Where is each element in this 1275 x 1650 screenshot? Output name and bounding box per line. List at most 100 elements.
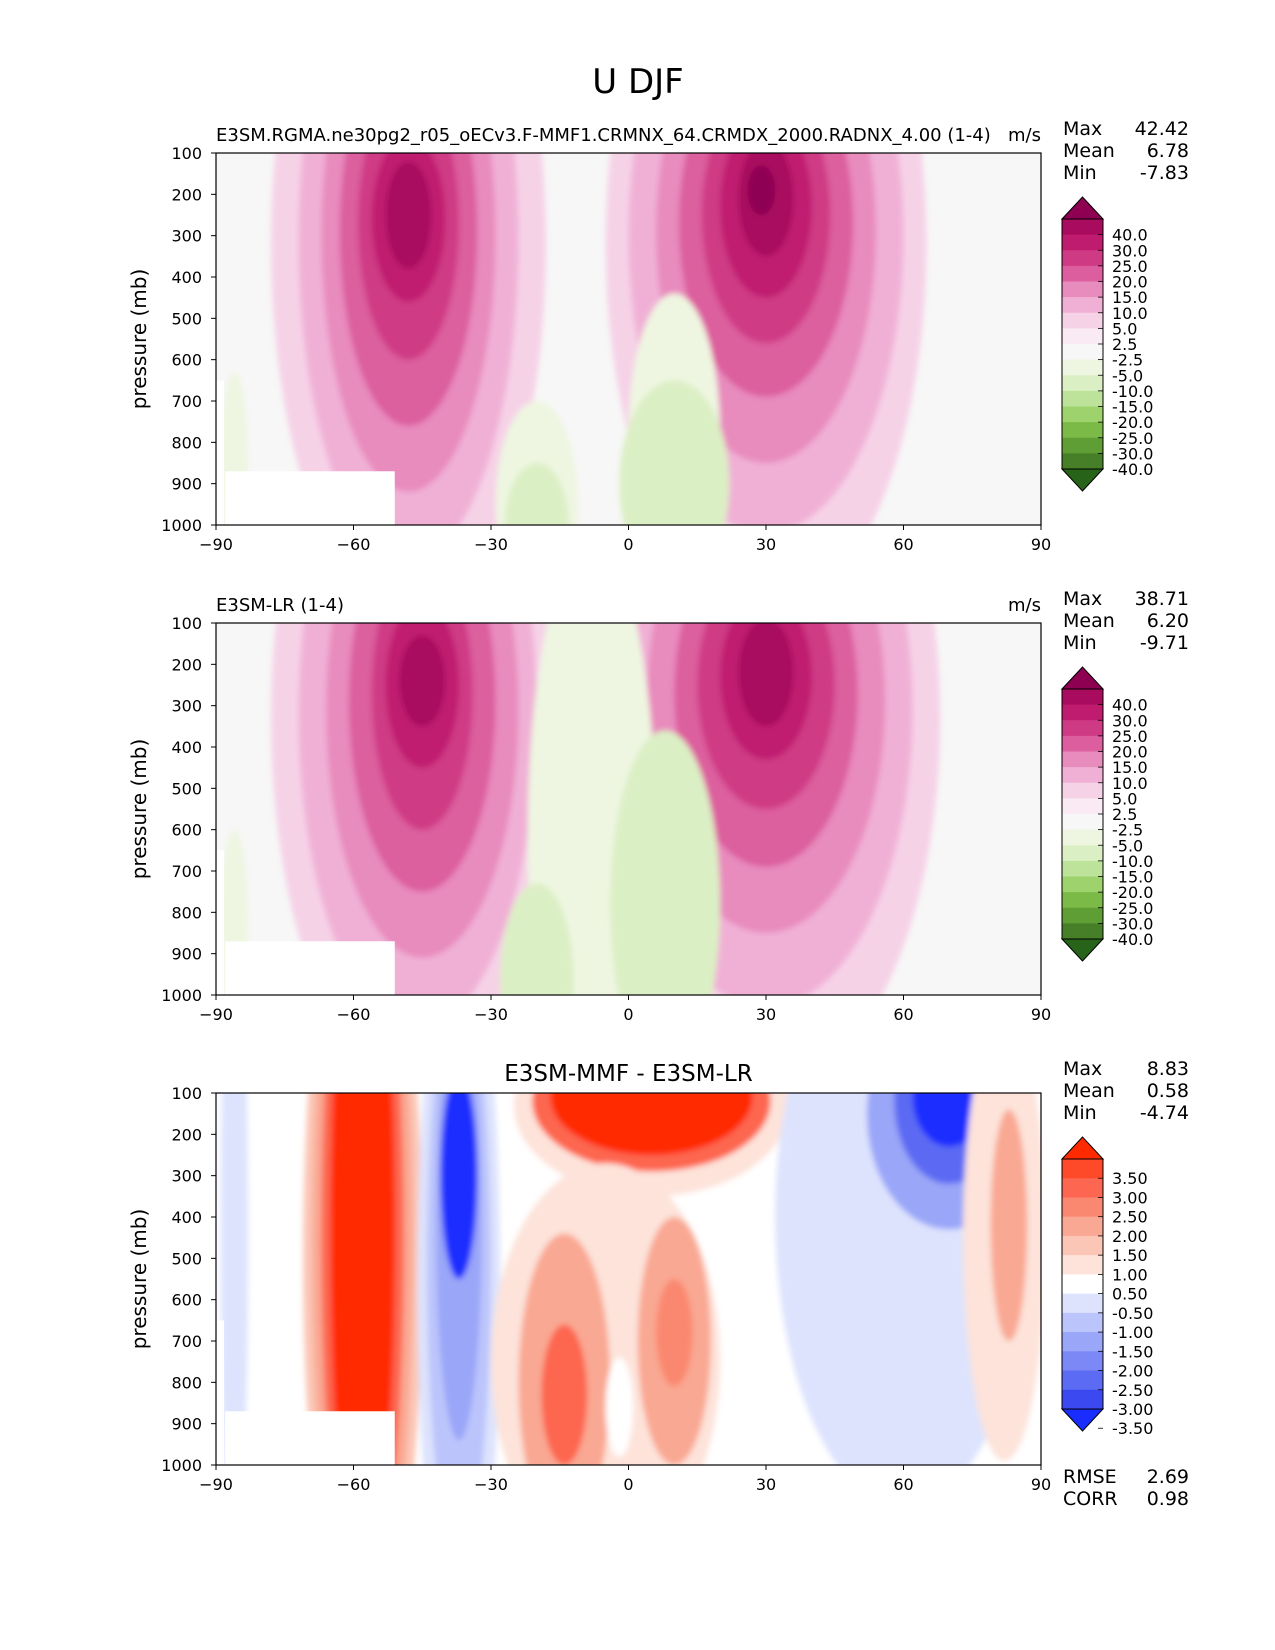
colorbar-segment	[1062, 328, 1103, 345]
x-tick-label: 30	[756, 1005, 776, 1024]
x-tick-label: 0	[623, 535, 633, 554]
y-axis-label: pressure (mb)	[127, 1209, 151, 1350]
contour-region	[440, 1093, 478, 1279]
colorbar-tick-label: 40.0	[1112, 226, 1148, 245]
colorbar-tick-label: -40.0	[1112, 460, 1153, 479]
y-tick-label: 700	[171, 1332, 202, 1351]
colorbar-tick-label: 30.0	[1112, 711, 1148, 730]
colorbar-tick-label: 3.00	[1112, 1188, 1148, 1207]
colorbar-tick-label: 3.50	[1112, 1169, 1148, 1188]
stat-value: -4.74	[1140, 1102, 1189, 1124]
y-tick-label: 600	[171, 1291, 202, 1310]
colorbar-tick-label: 20.0	[1112, 743, 1148, 762]
colorbar-tick-label: -25.0	[1112, 899, 1153, 918]
colorbar-segment	[1062, 1197, 1103, 1218]
x-tick-label: −60	[337, 1005, 371, 1024]
y-tick-label: 600	[171, 351, 202, 370]
colorbar-tick-label: -10.0	[1112, 852, 1153, 871]
colorbar-tick-label: 5.0	[1112, 789, 1137, 808]
panel-title: E3SM-MMF - E3SM-LR	[504, 1061, 752, 1087]
colorbar-segment	[1062, 359, 1103, 376]
contour-region	[385, 161, 432, 269]
y-tick-label: 400	[171, 738, 202, 757]
y-tick-label: 100	[171, 1084, 202, 1103]
y-tick-label: 100	[171, 614, 202, 633]
colorbar-tick-label: 10.0	[1112, 774, 1148, 793]
colorbar-segment	[1062, 1389, 1103, 1410]
stat-value: 0.98	[1147, 1488, 1189, 1510]
colorbar-tick-label: -0.50	[1112, 1304, 1153, 1323]
colorbar-segment	[1062, 720, 1103, 737]
topography-mask	[225, 1411, 395, 1465]
colorbar-segment	[1062, 814, 1103, 831]
colorbar-tick-label: -10.0	[1112, 382, 1153, 401]
colorbar-segment	[1062, 751, 1103, 768]
colorbar-segment	[1062, 1178, 1103, 1198]
colorbar-extend-min	[1060, 468, 1105, 492]
y-tick-label: 900	[171, 475, 202, 494]
colorbar-segment	[1062, 390, 1103, 407]
colorbar-tick-label: -20.0	[1112, 413, 1153, 432]
x-tick-label: 60	[893, 1005, 913, 1024]
contour-field	[220, 153, 927, 525]
contour-region	[541, 1324, 588, 1465]
colorbar-tick-label: 40.0	[1112, 696, 1148, 715]
colorbar-tick-label: -40.0	[1112, 930, 1153, 949]
x-tick-label: 30	[756, 535, 776, 554]
colorbar-segment	[1062, 860, 1103, 877]
y-tick-label: 500	[171, 309, 202, 328]
x-tick-label: −30	[474, 1475, 508, 1494]
y-tick-label: 500	[171, 1249, 202, 1268]
x-tick-label: −60	[337, 1475, 371, 1494]
contour-field	[220, 1093, 1041, 1465]
x-tick-label: −90	[199, 1005, 233, 1024]
colorbar-tick-label: -15.0	[1112, 398, 1153, 417]
colorbar-segment	[1062, 845, 1103, 862]
x-tick-label: −90	[199, 1475, 233, 1494]
stat-label: Min	[1063, 632, 1097, 654]
colorbar-tick-label: -1.00	[1112, 1323, 1153, 1342]
colorbar-extend-min	[1060, 1408, 1105, 1432]
stat-value: 6.78	[1147, 140, 1189, 162]
y-tick-label: 1000	[161, 986, 202, 1005]
colorbar-tick-label: 2.50	[1112, 1208, 1148, 1227]
colorbar-segment	[1062, 735, 1103, 752]
panel-left-title: E3SM-LR (1-4)	[216, 595, 344, 616]
colorbar-extend-min	[1060, 938, 1105, 962]
y-axis-label: pressure (mb)	[127, 739, 151, 880]
colorbar-tick-label: 1.50	[1112, 1246, 1148, 1265]
contour-region	[550, 623, 615, 644]
contour-region	[738, 623, 794, 727]
colorbar-segment	[1062, 1332, 1103, 1352]
x-tick-label: 60	[893, 535, 913, 554]
colorbar-segment	[1062, 923, 1103, 940]
x-tick-label: 60	[893, 1475, 913, 1494]
colorbar-tick-label: 0.50	[1112, 1285, 1148, 1304]
colorbar-segment	[1062, 312, 1103, 329]
colorbar-tick-label: 25.0	[1112, 257, 1148, 276]
colorbar-segment	[1062, 1274, 1103, 1295]
contour-region	[656, 1279, 693, 1387]
stat-label: CORR	[1063, 1488, 1118, 1510]
colorbar-tick-label: -5.0	[1112, 366, 1143, 385]
topography-mask	[216, 380, 224, 525]
colorbar-tick-label: -2.50	[1112, 1381, 1153, 1400]
colorbar-segment	[1062, 250, 1103, 267]
stat-label: Min	[1063, 1102, 1097, 1124]
colorbar-segment	[1062, 1370, 1103, 1391]
stat-value: 42.42	[1135, 118, 1189, 140]
y-tick-label: 800	[171, 1373, 202, 1392]
colorbar-tick-label: -30.0	[1112, 914, 1153, 933]
x-tick-label: 90	[1031, 535, 1051, 554]
colorbar-tick-label: 15.0	[1112, 288, 1148, 307]
colorbar-segment	[1062, 907, 1103, 924]
y-tick-label: 400	[171, 1208, 202, 1227]
contour-region	[500, 883, 574, 995]
colorbar-segment	[1062, 1312, 1103, 1333]
colorbar-tick-label: -1.50	[1112, 1342, 1153, 1361]
y-tick-label: 200	[171, 185, 202, 204]
colorbar-segment	[1062, 1293, 1103, 1314]
y-tick-label: 300	[171, 697, 202, 716]
y-tick-label: 400	[171, 268, 202, 287]
